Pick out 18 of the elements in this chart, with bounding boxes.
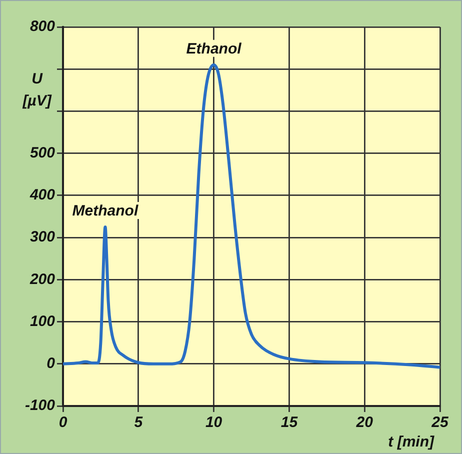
y-tick-label: 400 bbox=[28, 186, 56, 204]
y-tick-label: 100 bbox=[30, 312, 56, 330]
x-tick-label: 20 bbox=[355, 414, 374, 432]
y-tick-label: 300 bbox=[30, 228, 56, 246]
y-tick-label: 0 bbox=[46, 355, 56, 372]
y-tick-label: -100 bbox=[24, 397, 56, 414]
y-tick-label: 800 bbox=[30, 18, 56, 36]
x-tick-label: 0 bbox=[58, 414, 68, 432]
y-axis-title: U [µV] bbox=[22, 70, 52, 110]
x-tick-label: 25 bbox=[430, 414, 449, 432]
annotation: Methanol bbox=[72, 202, 139, 220]
annotation: Ethanol bbox=[186, 40, 242, 58]
y-tick-label: 500 bbox=[30, 144, 56, 162]
y-tick-label: 200 bbox=[28, 270, 56, 288]
x-tick-label: 10 bbox=[205, 414, 223, 432]
x-axis-title: t [min] bbox=[388, 434, 435, 451]
x-tick-label: 5 bbox=[134, 414, 144, 432]
x-tick-label: 15 bbox=[280, 414, 298, 432]
